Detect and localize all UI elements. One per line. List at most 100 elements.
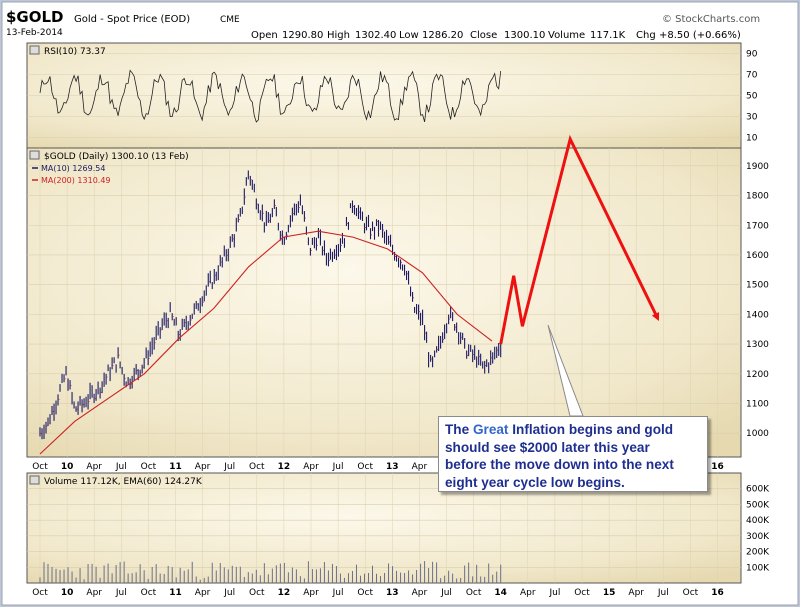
x-tick-label: Apr: [303, 462, 319, 472]
x-tick-label: Oct: [141, 462, 157, 472]
rsi-tick-label: 50: [746, 92, 758, 102]
x-tick-label: Oct: [683, 588, 699, 598]
price-axis: 1900 1800 1700 1600 1500 1400 1300 1200 1100 1000: [746, 162, 769, 439]
low-value: 1286.20: [422, 30, 463, 41]
open-value: 1290.80: [282, 30, 323, 41]
high-value: 1302.40: [355, 30, 396, 41]
ma200-label: MA(200) 1310.49: [41, 176, 111, 185]
x-tick-label: 10: [61, 462, 74, 472]
annotation-box: The Great Inflation begins and gold shou…: [438, 416, 708, 492]
x-tick-label: Apr: [86, 588, 102, 598]
rsi-icon: [29, 45, 40, 55]
rsi-tick-label: 70: [746, 71, 758, 81]
price-grid: [27, 148, 741, 457]
rsi-tick-label: 10: [746, 134, 758, 144]
x-tick-label: 11: [169, 462, 182, 472]
rsi-label: RSI(10) 73.37: [44, 47, 106, 57]
x-tick-label: 14: [494, 588, 507, 598]
price-tick-label: 1900: [746, 162, 769, 172]
x-tick-label: Apr: [628, 588, 644, 598]
x-tick-label: Apr: [412, 588, 428, 598]
x-tick-label: Apr: [303, 588, 319, 598]
rsi-tick-label: 90: [746, 50, 758, 60]
x-tick-label: 11: [169, 588, 182, 598]
rsi-axis: 90 70 50 30 10: [746, 50, 758, 144]
price-tick-label: 1500: [746, 281, 769, 291]
x-tick-label: Jul: [115, 462, 127, 472]
close-label: Close: [470, 30, 497, 41]
x-tick-label: Jul: [657, 588, 669, 598]
volume-label: Volume: [548, 30, 585, 41]
annotation-line-2: should see $2000 later this year: [445, 439, 650, 455]
price-tick-label: 1400: [746, 310, 769, 320]
rsi-tick-label: 30: [746, 113, 758, 123]
volume-tick-label: 200K: [746, 548, 770, 558]
price-label: $GOLD (Daily) 1300.10 (13 Feb): [44, 152, 189, 162]
x-tick-label: Oct: [357, 462, 373, 472]
x-tick-label: Oct: [32, 462, 48, 472]
x-tick-label: 12: [278, 462, 291, 472]
volume-axis: 600K 500K 400K 300K 200K 100K: [746, 485, 770, 574]
x-tick-label: 16: [711, 588, 724, 598]
symbol-title: $GOLD: [6, 8, 64, 26]
x-tick-label: 10: [61, 588, 74, 598]
x-tick-label: Oct: [249, 462, 265, 472]
price-tick-label: 1100: [746, 400, 769, 410]
x-tick-label: Jul: [548, 588, 560, 598]
x-tick-label: 12: [278, 588, 291, 598]
price-tick-label: 1700: [746, 221, 769, 231]
x-tick-label: 13: [386, 588, 399, 598]
chg-value: +8.50 (+0.66%): [659, 30, 741, 41]
close-value: 1300.10: [504, 30, 545, 41]
x-tick-label: Oct: [357, 588, 373, 598]
x-tick-label: Jul: [223, 462, 235, 472]
annotation-text-post: Inflation begins and gold: [508, 422, 674, 437]
volume-tick-label: 300K: [746, 532, 770, 542]
rsi-grid: [27, 53, 741, 138]
price-panel: [26, 147, 742, 458]
annotation-text-pre: The: [445, 422, 473, 437]
x-tick-label: Jul: [115, 588, 127, 598]
volume-value: 117.1K: [590, 30, 626, 41]
price-tick-label: 1600: [746, 251, 769, 261]
x-tick-label: Apr: [86, 462, 102, 472]
watermark: © StockCharts.com: [662, 14, 760, 25]
annotation-line-3: before the move down into the next: [445, 457, 674, 472]
volume-panel-label: Volume 117.12K, EMA(60) 124.27K: [44, 477, 203, 487]
x-tick-label: Oct: [466, 588, 482, 598]
x-tick-label: 13: [386, 462, 399, 472]
volume-bars: [39, 561, 502, 583]
x-tick-label: Jul: [332, 462, 344, 472]
x-tick-label: Oct: [32, 588, 48, 598]
annotation-highlight: Great: [472, 422, 509, 437]
ma200-line: [39, 230, 493, 455]
open-label: Open: [251, 30, 278, 41]
exchange: CME: [220, 15, 240, 25]
x-tick-label: Apr: [195, 462, 211, 472]
projection-line: [499, 134, 660, 345]
x-axis-volume: Oct 10 Apr Jul Oct 11 Apr Jul Oct 12 Apr Jul Oct 13 Ap…: [32, 588, 724, 598]
high-label: High: [327, 30, 350, 41]
price-icon: [29, 150, 40, 160]
volume-icon: [29, 475, 40, 485]
description: Gold - Spot Price (EOD): [74, 14, 190, 25]
rsi-line: [39, 69, 502, 123]
x-tick-label: Apr: [520, 588, 536, 598]
x-tick-label: Jul: [440, 588, 452, 598]
volume-grid: [27, 473, 741, 583]
volume-tick-label: 500K: [746, 500, 770, 510]
x-tick-label: Oct: [249, 588, 265, 598]
price-bars: [39, 170, 502, 440]
x-tick-label: Apr: [195, 588, 211, 598]
x-tick-label: Jul: [223, 588, 235, 598]
x-tick-label: 16: [711, 462, 724, 472]
x-tick-label: Jul: [332, 588, 344, 598]
x-tick-label: Apr: [412, 462, 428, 472]
price-tick-label: 1200: [746, 370, 769, 380]
volume-tick-label: 100K: [746, 563, 770, 573]
x-tick-label: Oct: [574, 588, 590, 598]
ma10-label: MA(10) 1269.54: [41, 164, 105, 173]
price-tick-label: 1000: [746, 429, 769, 439]
date-label: 13-Feb-2014: [6, 28, 63, 38]
